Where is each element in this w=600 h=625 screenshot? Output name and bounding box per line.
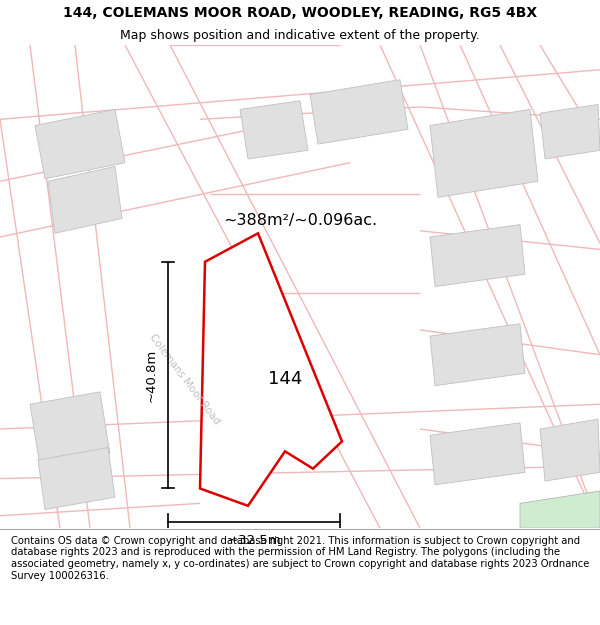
Polygon shape (310, 79, 408, 144)
Text: ~388m²/~0.096ac.: ~388m²/~0.096ac. (223, 213, 377, 228)
Text: 144: 144 (268, 371, 302, 389)
Text: Map shows position and indicative extent of the property.: Map shows position and indicative extent… (120, 29, 480, 42)
Polygon shape (30, 392, 110, 466)
Polygon shape (540, 104, 600, 159)
Polygon shape (430, 224, 525, 286)
Polygon shape (540, 419, 600, 481)
Polygon shape (430, 109, 538, 198)
Polygon shape (200, 233, 342, 506)
Polygon shape (240, 101, 308, 159)
Text: ~40.8m: ~40.8m (145, 349, 158, 402)
Polygon shape (520, 491, 600, 528)
Polygon shape (48, 166, 122, 233)
Text: 144, COLEMANS MOOR ROAD, WOODLEY, READING, RG5 4BX: 144, COLEMANS MOOR ROAD, WOODLEY, READIN… (63, 6, 537, 19)
Polygon shape (38, 448, 115, 509)
Polygon shape (430, 423, 525, 485)
Text: Contains OS data © Crown copyright and database right 2021. This information is : Contains OS data © Crown copyright and d… (11, 536, 589, 581)
Text: ~32.5m: ~32.5m (227, 534, 281, 548)
Polygon shape (430, 324, 525, 386)
Polygon shape (35, 109, 125, 179)
Text: Colemans Moor Road: Colemans Moor Road (148, 332, 222, 426)
